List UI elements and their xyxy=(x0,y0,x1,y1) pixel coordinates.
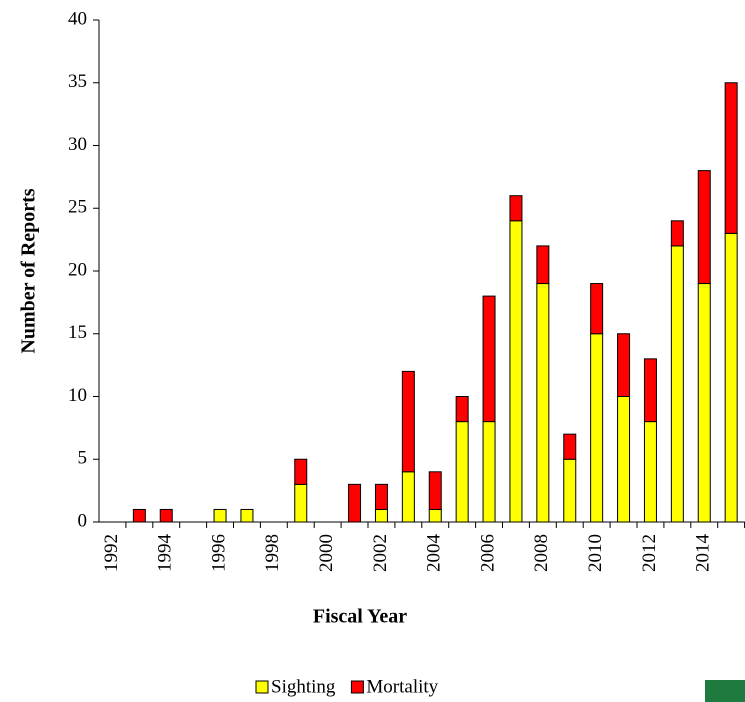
y-axis-title: Number of Reports xyxy=(18,188,40,353)
bar-segment xyxy=(697,170,711,285)
bar-segment xyxy=(401,471,415,523)
bar-segment xyxy=(482,421,496,523)
y-tick-label: 40 xyxy=(68,8,87,29)
bar-segment xyxy=(724,82,738,234)
bar-segment xyxy=(159,508,173,523)
y-tick-label: 20 xyxy=(68,259,87,280)
bar-segment xyxy=(670,220,684,247)
bar-segment xyxy=(563,458,577,523)
bar-segment xyxy=(617,396,631,523)
bar-segment xyxy=(455,421,469,523)
x-tick-label: 1996 xyxy=(208,534,229,572)
legend-swatch xyxy=(255,680,269,694)
legend-swatch xyxy=(350,680,364,694)
bar-segment xyxy=(536,245,550,285)
y-tick-label: 5 xyxy=(78,448,88,469)
bar-segment xyxy=(697,283,711,523)
y-tick-label: 10 xyxy=(68,385,87,406)
x-tick-label: 1994 xyxy=(155,534,176,573)
bar-segment xyxy=(455,396,469,423)
x-tick-label: 2008 xyxy=(531,534,552,572)
logo-block xyxy=(705,680,745,702)
x-tick-label: 1998 xyxy=(262,534,283,572)
y-tick-label: 30 xyxy=(68,134,87,155)
bar-segment xyxy=(590,333,604,523)
bar-segment xyxy=(670,245,684,523)
bar-segment xyxy=(401,370,415,473)
bar-segment xyxy=(428,471,442,510)
x-tick-label: 2002 xyxy=(370,534,391,572)
y-tick-label: 25 xyxy=(68,197,87,218)
x-tick-label: 2014 xyxy=(693,534,714,573)
x-tick-label: 1992 xyxy=(101,534,122,572)
bar-segment xyxy=(132,508,146,523)
y-tick-label: 15 xyxy=(68,322,87,343)
bar-segment xyxy=(643,358,657,423)
bar-segment xyxy=(724,232,738,523)
bar-segment xyxy=(348,483,362,523)
bar-segment xyxy=(590,283,604,335)
bar-segment xyxy=(509,195,523,222)
legend-label: Mortality xyxy=(366,676,438,697)
bar-segment xyxy=(536,283,550,523)
y-tick-label: 35 xyxy=(68,71,87,92)
bar-segment xyxy=(617,333,631,397)
bar-segment xyxy=(374,483,388,510)
x-axis-title: Fiscal Year xyxy=(313,606,407,628)
legend-label: Sighting xyxy=(271,676,336,697)
x-tick-label: 2012 xyxy=(639,534,660,572)
x-tick-label: 2006 xyxy=(477,534,498,572)
bar-segment xyxy=(643,421,657,523)
x-tick-label: 2004 xyxy=(424,534,445,573)
x-tick-label: 2010 xyxy=(585,534,606,572)
bar-segment xyxy=(294,458,308,485)
bar-segment xyxy=(374,508,388,523)
bar-segment xyxy=(563,433,577,460)
x-tick-label: 2000 xyxy=(316,534,337,572)
y-tick-label: 0 xyxy=(78,510,88,531)
bar-segment xyxy=(294,483,308,523)
bar-segment xyxy=(240,508,254,523)
bar-segment xyxy=(213,508,227,523)
bar-segment xyxy=(428,508,442,523)
bar-segment xyxy=(509,220,523,523)
bar-segment xyxy=(482,295,496,423)
